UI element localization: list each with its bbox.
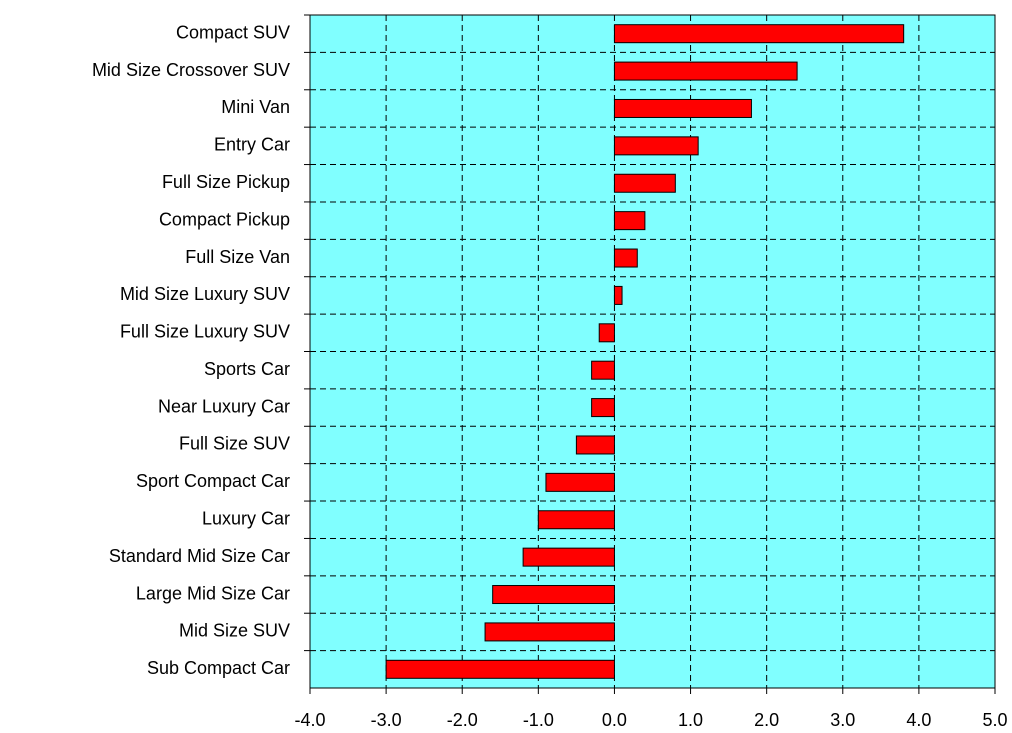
bar: [575, 435, 615, 455]
bar: [591, 360, 615, 380]
y-tick-label: Compact SUV: [176, 22, 290, 42]
y-tick-label: Full Size SUV: [179, 434, 290, 454]
bar: [484, 622, 615, 642]
x-tick-label: 1.0: [678, 710, 703, 730]
bar: [613, 61, 798, 81]
bar: [613, 98, 752, 118]
y-tick-label: Full Size Pickup: [162, 172, 290, 192]
bar: [613, 24, 905, 44]
y-tick-label: Full Size Van: [185, 247, 290, 267]
y-tick-label: Mini Van: [221, 97, 290, 117]
bar: [522, 547, 615, 567]
x-tick-label: 3.0: [830, 710, 855, 730]
x-tick-label: -2.0: [447, 710, 478, 730]
x-tick-label: 5.0: [982, 710, 1007, 730]
y-tick-label: Full Size Luxury SUV: [120, 322, 290, 342]
bar: [613, 173, 676, 193]
y-tick-label: Sports Car: [204, 359, 290, 379]
bar: [598, 323, 615, 343]
y-tick-label: Sub Compact Car: [147, 658, 290, 678]
y-tick-label: Sport Compact Car: [136, 471, 290, 491]
x-tick-label: -1.0: [523, 710, 554, 730]
bar: [591, 398, 615, 418]
x-tick-label: 0.0: [602, 710, 627, 730]
x-tick-label: -4.0: [294, 710, 325, 730]
bar: [613, 211, 646, 231]
x-tick-label: -3.0: [371, 710, 402, 730]
bar: [545, 472, 615, 492]
y-tick-label: Mid Size Crossover SUV: [92, 60, 290, 80]
y-tick-label: Compact Pickup: [159, 209, 290, 229]
x-tick-label: 2.0: [754, 710, 779, 730]
y-tick-label: Mid Size Luxury SUV: [120, 284, 290, 304]
bar: [537, 510, 615, 530]
bar: [613, 285, 623, 305]
y-tick-label: Mid Size SUV: [179, 621, 290, 641]
bar: [613, 248, 638, 268]
bar: [613, 136, 699, 156]
bar: [385, 659, 615, 679]
y-tick-label: Entry Car: [214, 135, 290, 155]
bar: [492, 585, 615, 605]
y-tick-label: Standard Mid Size Car: [109, 546, 290, 566]
y-tick-label: Near Luxury Car: [158, 396, 290, 416]
x-tick-label: 4.0: [906, 710, 931, 730]
y-tick-label: Large Mid Size Car: [136, 583, 290, 603]
y-tick-label: Luxury Car: [202, 509, 290, 529]
